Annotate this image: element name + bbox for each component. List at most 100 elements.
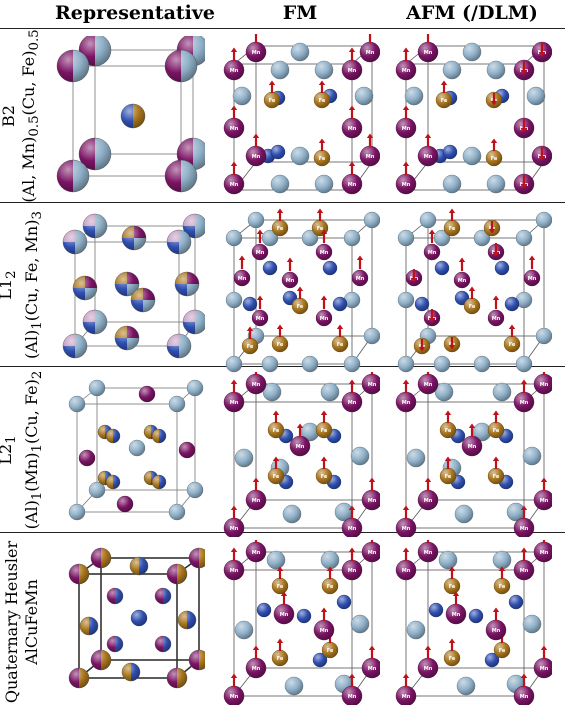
header-afm: AFM (/DLM)	[406, 2, 538, 24]
fe-atom-label: Fe	[327, 648, 334, 654]
fe-atom-label: Fe	[445, 474, 452, 480]
fe-atom-label: Fe	[327, 584, 334, 590]
fe-spin-arrow	[444, 456, 452, 469]
mn-atom-label: Mn	[348, 68, 357, 74]
mn-atom-label: Mn	[252, 666, 261, 672]
al-atom	[433, 355, 451, 373]
al-atom	[486, 60, 506, 80]
divider-top	[0, 28, 565, 29]
mn-atom-label: Mn	[320, 628, 329, 634]
mn-spin-arrow	[370, 372, 374, 375]
al-atom	[350, 614, 370, 634]
tetrahedral-site	[154, 587, 172, 605]
mn-spin-arrow	[254, 372, 258, 375]
fe-atom-label: Fe	[273, 474, 280, 480]
al-atom	[522, 446, 542, 466]
mn-atom-label: Mn	[492, 316, 501, 322]
al-atom	[454, 504, 474, 524]
mn-spin-arrow	[424, 477, 432, 491]
mn-atom-label: Mn	[424, 550, 433, 556]
al-atom	[419, 211, 437, 229]
al-atom	[225, 229, 243, 247]
mn-spin-arrow	[348, 547, 356, 561]
mn-atom	[523, 269, 541, 287]
corner-site-al	[62, 333, 88, 359]
mn-atom-label: Mn	[520, 400, 529, 406]
mn-spin-arrow	[280, 591, 288, 605]
mn-atom-label: Mn	[348, 694, 357, 700]
al-atom	[225, 291, 243, 309]
fe-spin-arrow	[318, 80, 326, 93]
al-atom	[492, 550, 512, 570]
fe-atom-label: Fe	[445, 428, 452, 434]
mn-atom	[487, 309, 505, 327]
face-site-cu-fe-mn	[174, 271, 200, 297]
corner-site-al-mn	[78, 137, 112, 171]
cu-fe-site	[151, 428, 167, 444]
mn-atom	[423, 243, 441, 261]
mn-spin-arrow	[230, 161, 238, 175]
al-atom	[261, 355, 279, 373]
mn-spin-arrow	[520, 119, 528, 133]
fe-spin-arrow	[498, 566, 506, 579]
face-site	[129, 556, 149, 576]
mn-spin-arrow	[320, 229, 328, 243]
mn-spin-arrow	[540, 477, 548, 491]
mn-spin-arrow	[256, 229, 264, 243]
corner-site	[188, 649, 205, 671]
mn-atom-label: Mn	[256, 316, 265, 322]
fe-spin-arrow	[492, 410, 500, 423]
al-atom	[266, 550, 286, 570]
al-atom	[284, 676, 304, 696]
panel-b2-fm: Fe Fe Fe Mn Mn Mn Mn Mn Mn Mn Mn Mn Mn	[220, 34, 380, 199]
mn-atom-label: Mn	[368, 382, 377, 388]
fe-atom-label: Fe	[337, 342, 344, 348]
al-atom	[168, 503, 186, 521]
mn-spin-arrow	[402, 105, 410, 119]
mn-spin-arrow	[520, 547, 528, 561]
fe-spin-arrow	[326, 566, 334, 579]
header-representative: Representative	[54, 2, 216, 24]
face-site	[177, 610, 197, 630]
mn-atom-label: Mn	[320, 316, 329, 322]
al-atom	[462, 146, 482, 166]
al-atom	[492, 382, 512, 402]
al-atom	[234, 448, 254, 468]
corner-site-al	[82, 213, 108, 239]
mn-spin-arrow	[520, 673, 528, 687]
cu-atom	[414, 296, 430, 312]
mn-spin-arrow	[230, 47, 238, 61]
al-atom	[282, 504, 302, 524]
tetrahedral-site	[154, 635, 172, 653]
fe-spin-arrow	[490, 93, 498, 106]
fe-spin-arrow	[296, 286, 304, 299]
tetrahedral-site	[106, 587, 124, 605]
fe-spin-arrow	[418, 339, 426, 352]
mn-spin-arrow	[238, 255, 246, 269]
al-atom	[462, 42, 482, 62]
face-site	[79, 616, 99, 636]
mn-spin-arrow	[348, 673, 356, 687]
cu-atom	[270, 144, 286, 160]
fe-atom-label: Fe	[321, 474, 328, 480]
fe-spin-arrow	[276, 638, 284, 651]
mn-spin-arrow	[402, 47, 410, 61]
mn-spin-arrow	[348, 379, 356, 393]
corner-site-al-mn	[164, 159, 198, 193]
fe-spin-arrow	[448, 208, 456, 221]
corner-site-al	[82, 309, 108, 335]
mn-atom	[351, 269, 369, 287]
row-b2-name: B2	[0, 105, 18, 127]
row-l21-formula: (Al)1(Mn)1(Cu, Fe)2	[22, 370, 46, 530]
mn-atom-label: Mn	[348, 126, 357, 132]
al-atom	[68, 503, 86, 521]
fe-atom-label: Fe	[493, 474, 500, 480]
cu-atom	[484, 652, 500, 668]
al-atom	[406, 448, 426, 468]
al-atom	[186, 379, 204, 397]
mn-atom-label: Mn	[366, 50, 375, 56]
panel-l12-fm: Fe Fe Fe Fe Fe Fe Mn Mn Mn Mn Mn Mn Mn	[220, 208, 380, 373]
al-atom	[343, 229, 361, 247]
mn-atom-label: Mn	[458, 278, 467, 284]
fe-spin-arrow	[272, 456, 280, 469]
